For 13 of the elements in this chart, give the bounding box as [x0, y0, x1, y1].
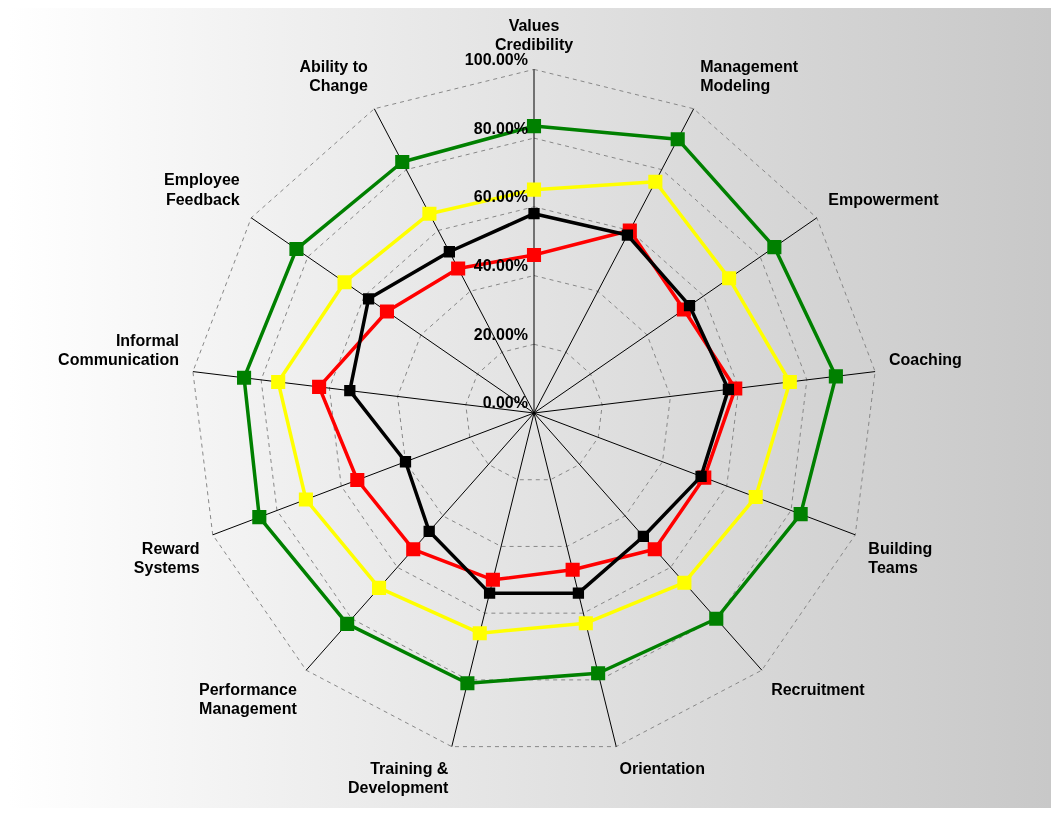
spoke-label: Coaching [888, 350, 962, 368]
spoke-label: Ability to Change [299, 57, 369, 95]
spoke-label: Informal Communication [58, 331, 180, 368]
spoke-label: Employee Feedback [164, 171, 240, 208]
spoke-label: Empowerment [828, 190, 940, 208]
spoke-label: Training & Development [347, 760, 450, 797]
spoke-label: Recruitment [771, 680, 866, 698]
spoke-label: Reward Systems [133, 539, 200, 577]
spoke-label: Performance Management [199, 680, 298, 717]
spoke-label: Management Modeling [700, 57, 799, 95]
spoke-label: Building Teams [868, 539, 933, 577]
spoke-label: Orientation [619, 760, 705, 778]
y-tick-label: 40.00% [473, 256, 528, 274]
